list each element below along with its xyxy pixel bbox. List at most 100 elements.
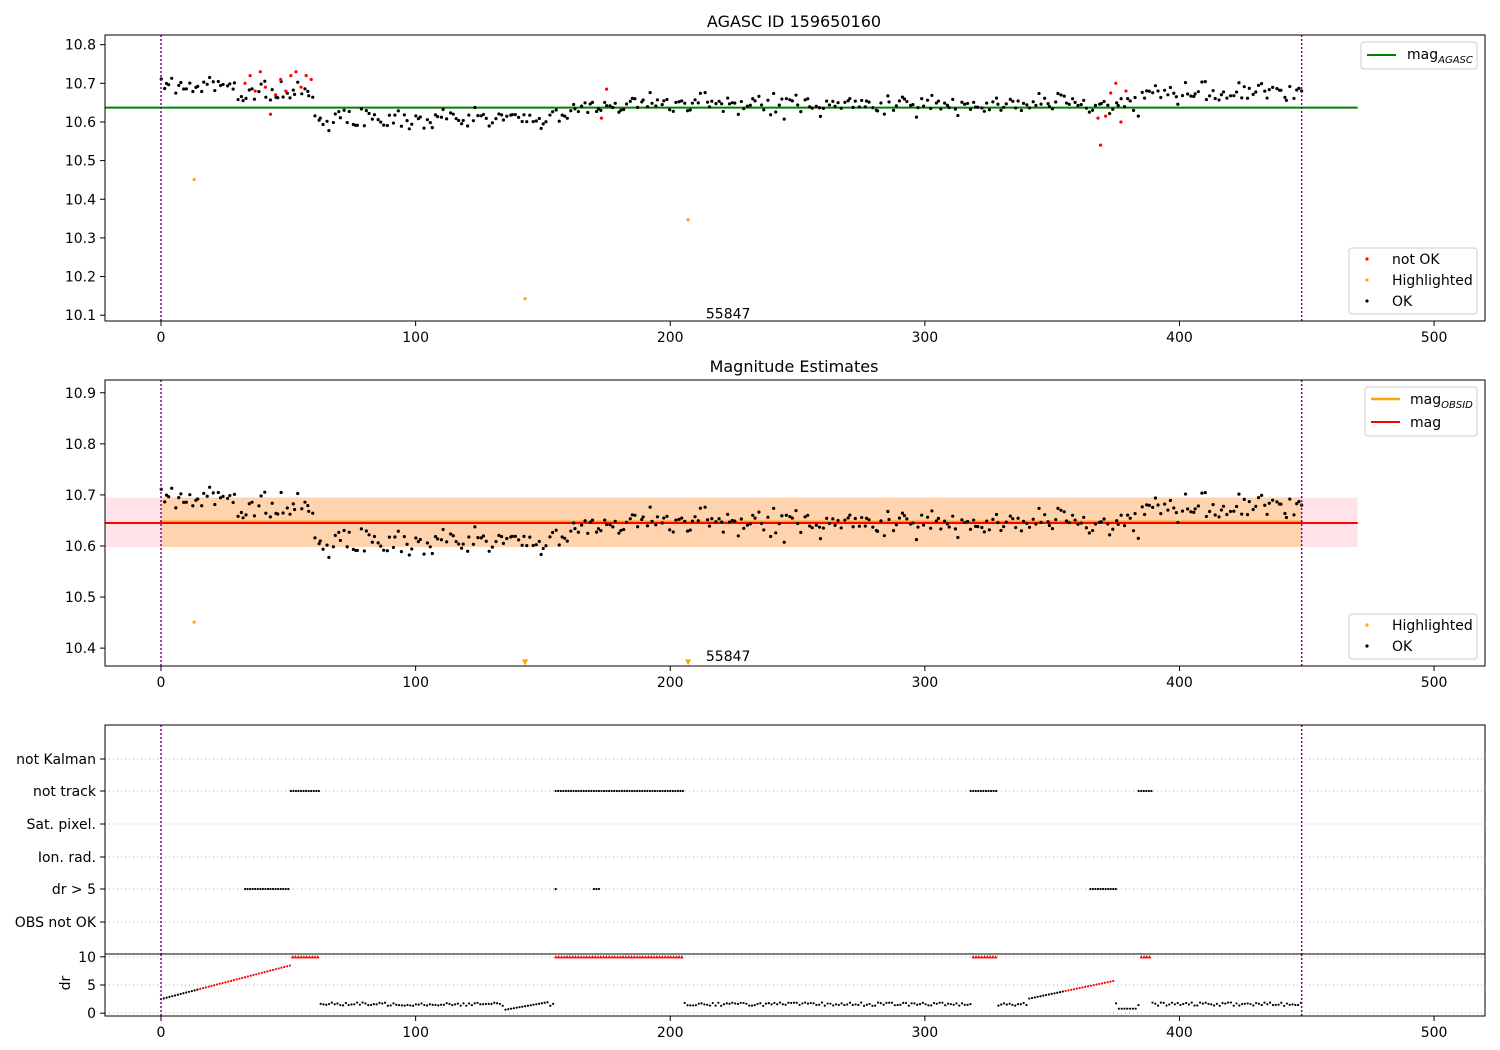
ok-point [476,114,480,118]
ok-point [674,518,678,522]
ok-point [960,518,964,522]
ok-point [276,96,280,100]
ok-point [430,551,434,556]
dr-clipped-marker [610,955,614,959]
flag-point [574,789,578,793]
flag-point [569,789,573,793]
ok-point [759,103,764,107]
dr-point [857,1003,860,1007]
ok-point [537,539,541,544]
dr-point [843,1003,846,1007]
dr-clipped-marker [640,955,645,959]
ok-point [751,97,755,101]
ok-point [250,500,254,504]
not-ok-point [279,77,283,82]
flag-point [294,789,298,793]
y-tick-label: 10.9 [65,386,96,402]
dr-point [361,1001,364,1004]
ok-point [730,518,734,523]
ok-point [1217,515,1221,519]
ok-point [1034,522,1038,526]
ok-point [338,116,343,120]
ok-point [668,528,672,532]
ok-point [396,529,400,533]
ok-point [857,524,861,528]
y-tick-label: 10 [78,950,96,966]
ok-point [311,95,315,99]
ok-point [705,100,710,104]
ok-point [174,506,178,510]
ok-point [1115,101,1119,105]
dr-point [341,1004,345,1007]
ok-point [565,539,569,543]
ok-point [1047,104,1052,109]
ok-point [991,100,995,104]
ok-point [583,101,587,105]
ok-point [994,96,999,100]
flag-point [289,789,292,793]
ok-point [897,516,902,520]
ok-point [814,104,818,108]
ok-point [966,101,970,106]
ok-point [782,540,786,544]
not-ok-point [294,70,298,74]
ok-point [1153,84,1158,88]
ok-point [414,114,418,118]
ok-point [163,86,167,91]
ok-point [784,513,788,517]
ok-point [1267,501,1271,505]
dr-point [344,1001,347,1005]
dr-point [187,990,191,993]
ok-point [576,109,580,114]
flag-point [656,789,659,793]
dr-point [946,1002,950,1005]
ok-point [490,545,494,549]
ok-point [925,515,930,519]
dr-warning-point [277,967,280,970]
dr-point [375,1003,378,1006]
ok-point [372,113,377,117]
flag-point [620,789,623,793]
ok-point [613,101,617,105]
ok-point [467,113,471,117]
dr-point [546,1001,549,1004]
dr-point [392,1002,395,1005]
ok-point [484,116,488,120]
ok-point [1093,522,1098,526]
ok-point [726,96,730,100]
not-ok-point [1119,120,1123,124]
dr-warning-point [199,987,202,990]
dr-point [1232,1004,1235,1007]
dr-point [818,1003,821,1006]
ok-point [1219,508,1223,512]
ok-point [292,507,297,512]
ok-point [359,107,363,111]
dr-point [969,1003,972,1006]
ok-point [848,513,852,517]
dr-clipped-marker [985,955,990,959]
ok-point [548,113,552,117]
dr-point [538,1002,541,1005]
y-tick-label: 0 [87,1006,96,1022]
panel1-legend-points: not OK Highlighted OK [1348,247,1478,315]
dr-point [896,1003,899,1007]
ok-point [405,542,409,546]
flag-point [615,789,618,793]
dr-point [792,1001,796,1004]
ok-point [703,505,707,509]
flag-point [648,789,651,793]
ok-point [894,104,898,108]
ok-point [410,547,414,551]
ok-point [1283,511,1287,516]
flag-point [564,789,567,793]
ok-point [1025,521,1029,525]
ok-point [476,536,480,540]
ok-point [1279,502,1283,506]
dr-warning-point [1112,979,1115,983]
ok-point [484,539,488,543]
ok-point [306,89,310,93]
ok-point [270,501,274,505]
ok-point [803,515,807,519]
dr-point [876,1001,880,1004]
ok-point [239,510,243,515]
